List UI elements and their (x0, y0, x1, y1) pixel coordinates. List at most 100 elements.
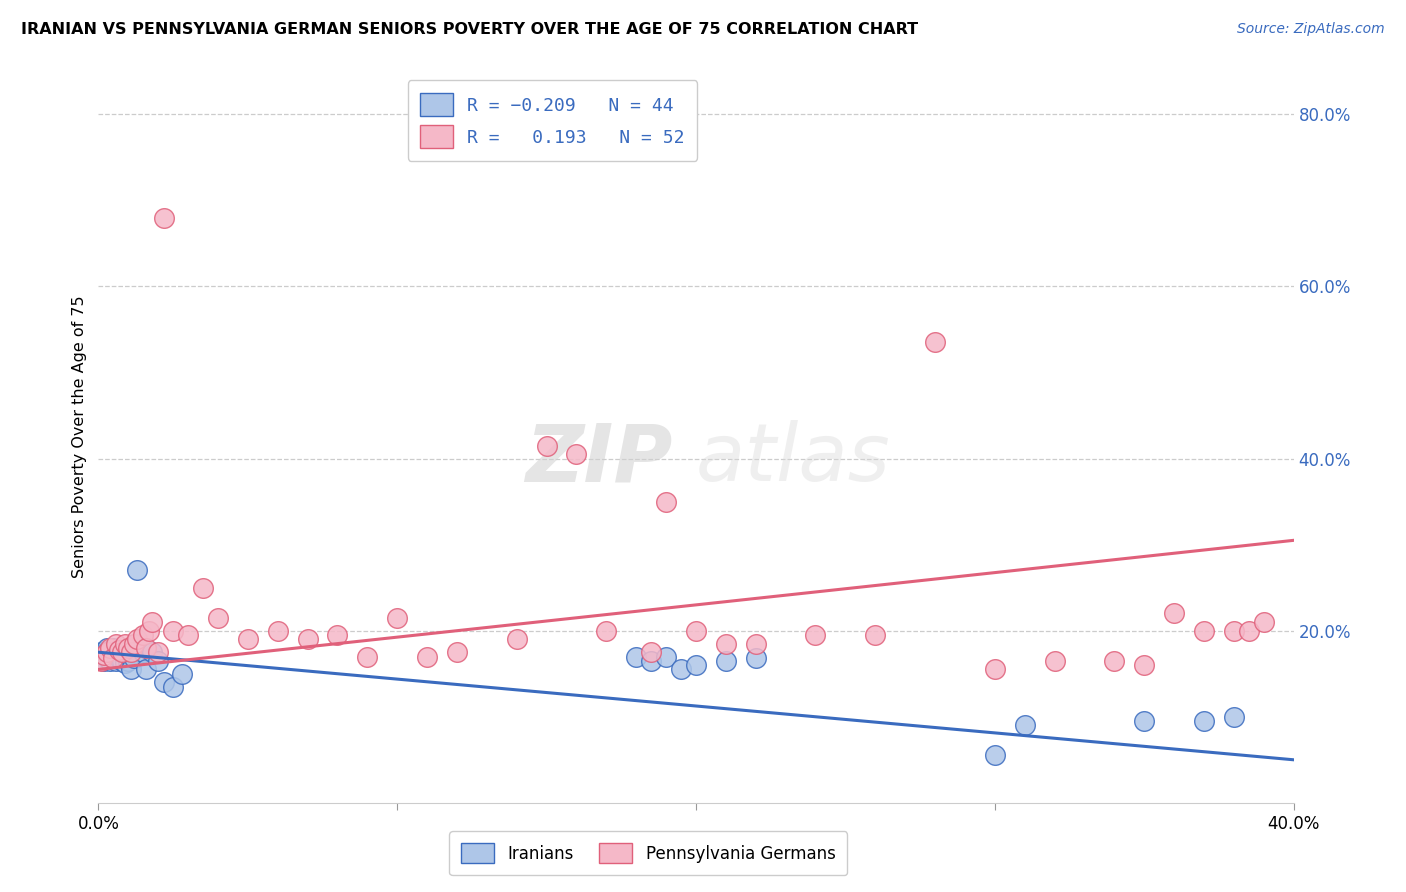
Point (111, 648, 134, 662)
Point (924, 335, 946, 350)
Text: atlas: atlas (696, 420, 891, 498)
Point (297, 632, 319, 647)
Point (114, 637, 136, 651)
Point (1192, 714, 1215, 728)
Point (96, 645, 118, 659)
Point (105, 645, 128, 659)
Legend: Iranians, Pennsylvania Germans: Iranians, Pennsylvania Germans (449, 831, 848, 875)
Point (93, 654, 115, 668)
Point (117, 648, 139, 662)
Point (96, 645, 118, 659)
Point (326, 628, 349, 642)
Point (108, 642, 131, 657)
Point (148, 645, 170, 659)
Point (416, 649, 439, 664)
Point (1223, 710, 1246, 724)
Point (98, 640, 122, 655)
Point (1043, 654, 1066, 668)
Point (1237, 624, 1260, 638)
Point (1253, 615, 1275, 629)
Point (90, 654, 112, 668)
Point (124, 637, 146, 651)
Point (93, 649, 115, 664)
Point (124, 651, 146, 665)
Point (114, 649, 136, 664)
Point (127, 564, 149, 578)
Point (103, 640, 125, 655)
Point (804, 628, 827, 642)
Point (93, 648, 115, 662)
Point (745, 651, 768, 665)
Point (565, 447, 588, 461)
Point (865, 628, 887, 642)
Y-axis label: Seniors Poverty Over the Age of 75: Seniors Poverty Over the Age of 75 (72, 296, 87, 578)
Point (626, 649, 648, 664)
Point (135, 640, 157, 655)
Point (105, 654, 128, 668)
Point (96, 651, 118, 665)
Point (640, 654, 662, 668)
Point (103, 651, 125, 665)
Point (108, 651, 131, 665)
Point (385, 611, 409, 625)
Point (984, 662, 1007, 676)
Point (90, 645, 112, 659)
Point (103, 648, 125, 662)
Point (132, 628, 155, 642)
Point (120, 645, 142, 659)
Point (595, 624, 617, 638)
Point (655, 494, 678, 508)
Point (1104, 654, 1126, 668)
Point (655, 649, 678, 664)
Point (127, 632, 149, 647)
Text: Source: ZipAtlas.com: Source: ZipAtlas.com (1237, 22, 1385, 37)
Point (141, 615, 163, 629)
Point (1014, 718, 1036, 732)
Text: ZIP: ZIP (524, 420, 672, 498)
Point (536, 439, 558, 453)
Point (153, 675, 176, 690)
Point (356, 649, 378, 664)
Point (108, 645, 131, 659)
Point (117, 640, 139, 655)
Point (162, 624, 184, 638)
Point (103, 651, 125, 665)
Point (98, 654, 122, 668)
Point (153, 211, 176, 225)
Point (640, 645, 662, 659)
Point (177, 628, 200, 642)
Point (984, 748, 1007, 763)
Point (714, 637, 737, 651)
Point (111, 654, 134, 668)
Point (148, 654, 170, 668)
Point (117, 654, 139, 668)
Point (96, 640, 118, 655)
Point (714, 654, 737, 668)
Point (669, 662, 692, 676)
Point (135, 662, 157, 676)
Point (132, 645, 155, 659)
Point (105, 637, 128, 651)
Point (111, 642, 134, 657)
Point (207, 611, 229, 625)
Text: IRANIAN VS PENNSYLVANIA GERMAN SENIORS POVERTY OVER THE AGE OF 75 CORRELATION CH: IRANIAN VS PENNSYLVANIA GERMAN SENIORS P… (21, 22, 918, 37)
Point (506, 632, 529, 647)
Point (1133, 658, 1156, 673)
Point (267, 624, 290, 638)
Point (111, 645, 134, 659)
Point (1133, 714, 1156, 728)
Point (162, 680, 184, 694)
Point (685, 624, 707, 638)
Point (1223, 624, 1246, 638)
Point (141, 645, 163, 659)
Point (685, 658, 707, 673)
Point (114, 657, 136, 671)
Point (138, 624, 160, 638)
Point (191, 581, 214, 595)
Point (745, 637, 768, 651)
Point (1163, 607, 1185, 621)
Point (1192, 624, 1215, 638)
Point (172, 666, 194, 681)
Point (236, 632, 259, 647)
Point (98, 645, 122, 659)
